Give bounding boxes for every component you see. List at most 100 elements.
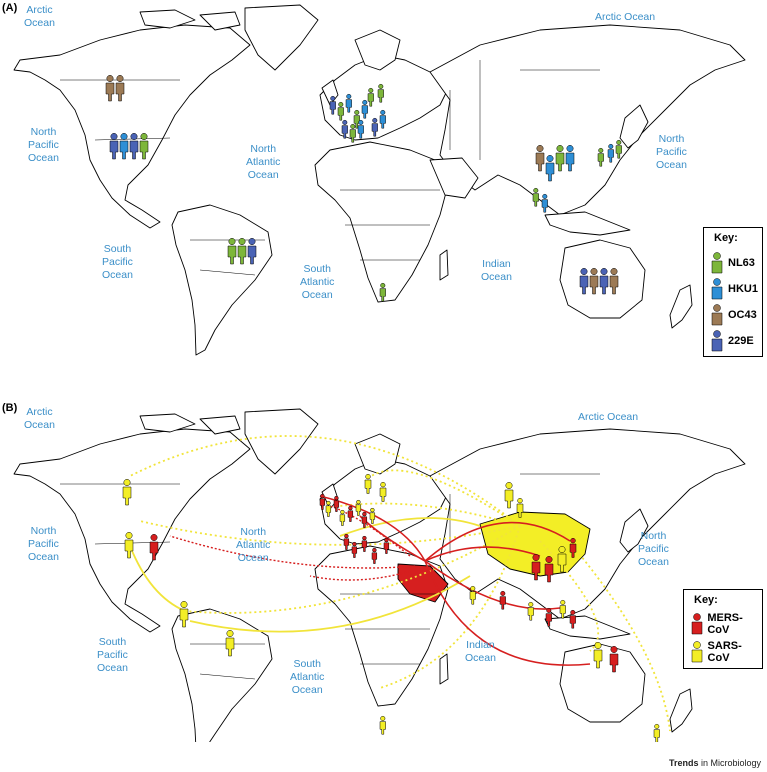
person-icon [119,133,129,160]
person-icon [347,505,354,522]
person-icon [139,133,149,160]
person-icon [541,193,548,213]
person-icon [469,585,476,605]
ocean-label: Indian Ocean [465,639,496,664]
japan [619,104,649,149]
person-icon [379,715,386,735]
person-icon [691,641,703,663]
ocean-label: South Pacific Ocean [97,636,128,674]
ocean-label: Arctic Ocean [24,4,55,29]
key-label: OC43 [728,309,757,321]
key-box-a: Key: NL63 HKU1 OC43 229E [703,227,763,357]
key-label: NL63 [728,257,755,269]
person-icon [711,304,723,326]
key-label: MERS-CoV [707,612,743,636]
person-icon [535,145,545,172]
person-icon [371,547,378,564]
se-asia-islands [544,211,631,236]
saudi-arabia-highlight [397,563,449,603]
person-icon [504,482,514,509]
panel-a: (A) [0,0,767,385]
key-item-sars: SARS-CoV [690,640,762,664]
person-icon [345,93,352,113]
person-icon [369,507,376,524]
person-icon [329,95,336,115]
key-label: SARS-CoV [707,640,742,664]
key-title: Key: [694,594,718,606]
person-icon [607,143,614,163]
key-item-hku1: HKU1 [710,277,758,301]
person-icon [377,83,384,103]
person-icon [349,123,356,143]
ocean-label: Arctic Ocean [595,11,656,23]
person-icon [361,99,368,119]
ocean-label: South Atlantic Ocean [300,263,335,301]
ocean-label: South Pacific Ocean [102,243,133,281]
person-icon [559,599,566,619]
person-icon [115,75,125,102]
person-icon [609,268,619,295]
person-icon [527,601,534,621]
person-icon [129,133,139,160]
person-icon [555,145,565,172]
person-icon [367,87,374,107]
person-icon [569,609,576,629]
world-map-a [13,4,746,356]
person-icon [532,187,539,207]
madagascar [439,249,449,281]
south-america [171,204,273,356]
arabia [429,157,479,199]
person-icon [589,268,599,295]
africa [314,141,449,303]
person-icon [379,282,386,302]
person-icon [319,493,326,510]
person-icon [597,147,604,167]
person-icon [383,537,390,554]
key-item-nl63: NL63 [710,251,755,275]
person-icon [361,535,368,552]
person-icon [341,119,348,139]
person-icon [557,546,567,573]
person-markers-a [105,75,622,302]
person-icon [371,117,378,137]
key-label: HKU1 [728,283,758,295]
person-icon [227,238,237,265]
person-icon [122,479,132,506]
person-icon [179,601,189,628]
key-item-oc43: OC43 [710,303,757,327]
person-icon [593,642,603,669]
ocean-label: Indian Ocean [481,258,512,283]
person-icon [237,238,247,265]
person-icon [711,278,723,300]
ocean-label: Arctic Ocean [24,406,55,431]
person-icon [364,473,372,494]
ocean-label: North Pacific Ocean [28,525,59,563]
key-title: Key: [714,232,738,244]
person-icon [355,499,362,516]
ocean-label: North Atlantic Ocean [236,526,271,564]
person-icon [379,109,386,129]
person-icon [569,537,577,558]
person-icon [149,534,159,561]
person-icon [124,532,134,559]
person-icon [691,613,703,635]
panel-b: (B) [0,386,767,742]
key-item-mers: MERS-CoV [690,612,762,636]
person-icon [109,133,119,160]
key-item-229e: 229E [710,329,754,353]
person-icon [325,500,332,517]
person-icon [544,556,554,583]
person-icon [579,268,589,295]
person-icon [653,723,660,742]
ocean-label: South Atlantic Ocean [290,658,325,696]
person-icon [711,252,723,274]
scandinavia [354,29,401,71]
greenland [244,4,319,71]
person-icon [343,533,350,550]
person-icon [351,541,358,558]
person-markers-b [122,473,660,742]
credit-bold: Trends [668,758,699,768]
person-icon [357,119,364,139]
person-icon [379,481,387,502]
person-icon [499,590,506,610]
